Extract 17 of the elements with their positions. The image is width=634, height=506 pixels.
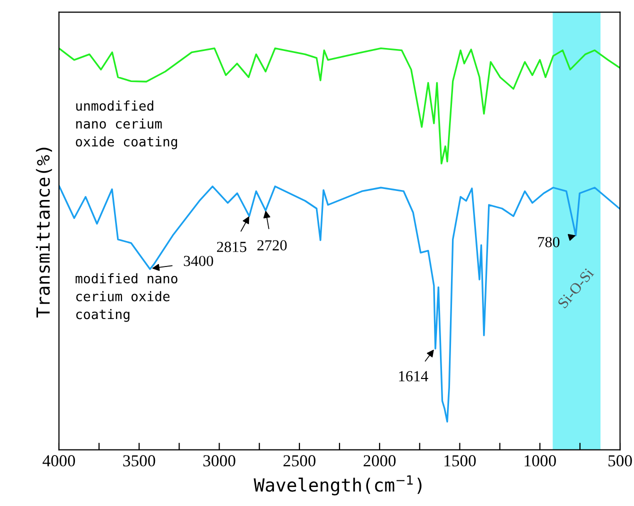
annotation: 2815 bbox=[217, 242, 246, 252]
x-tick-label: 2000 bbox=[364, 455, 396, 466]
annotation: 3400 bbox=[184, 256, 214, 266]
y-axis-title: Transmittance(%) bbox=[36, 148, 52, 318]
annotation: 2720 bbox=[257, 240, 287, 250]
x-tick-label: 1500 bbox=[444, 455, 476, 466]
annotation: 1614 bbox=[399, 371, 428, 382]
annotation: 780 bbox=[538, 236, 560, 248]
text: unmodified nano cerium oxide coating bbox=[76, 100, 178, 150]
x-tick-label: 500 bbox=[608, 455, 632, 466]
series-label: modified nano cerium oxide coating bbox=[76, 273, 178, 322]
x-axis-title: Wavelength(cm$^{−1}$) bbox=[254, 475, 422, 496]
x-tick-label: 3500 bbox=[123, 455, 156, 466]
x-tick-label: 1000 bbox=[524, 455, 556, 466]
x-tick-label: 4000 bbox=[42, 455, 75, 466]
x-tick-label: 3000 bbox=[203, 455, 236, 466]
x-tick-label: 2500 bbox=[283, 455, 316, 466]
